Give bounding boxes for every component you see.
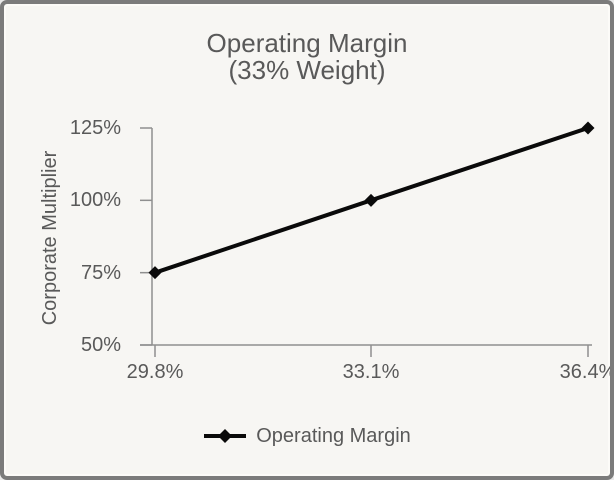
- y-tick-label-125: 125%: [69, 117, 121, 139]
- data-point-diamond: [148, 266, 162, 280]
- legend-line-diamond-icon: [204, 429, 247, 443]
- chart-title-line2: (33% Weight): [228, 55, 386, 85]
- legend-label: Operating Margin: [256, 424, 411, 447]
- chart-title: Operating Margin (33% Weight): [4, 30, 610, 84]
- chart-title-line1: Operating Margin: [206, 28, 408, 58]
- x-tick-label-2: 33.1%: [342, 361, 400, 383]
- x-tick-label-1: 29.8%: [126, 361, 184, 383]
- data-point-diamond: [581, 121, 595, 135]
- y-tick-label-100: 100%: [69, 189, 121, 211]
- y-tick-label-50: 50%: [80, 334, 121, 356]
- y-tick-label-75: 75%: [80, 262, 121, 284]
- x-tick-label-3: 36.4%: [559, 361, 614, 383]
- legend: Operating Margin: [4, 423, 610, 449]
- plot-area: [140, 121, 595, 357]
- data-point-diamond: [364, 193, 378, 207]
